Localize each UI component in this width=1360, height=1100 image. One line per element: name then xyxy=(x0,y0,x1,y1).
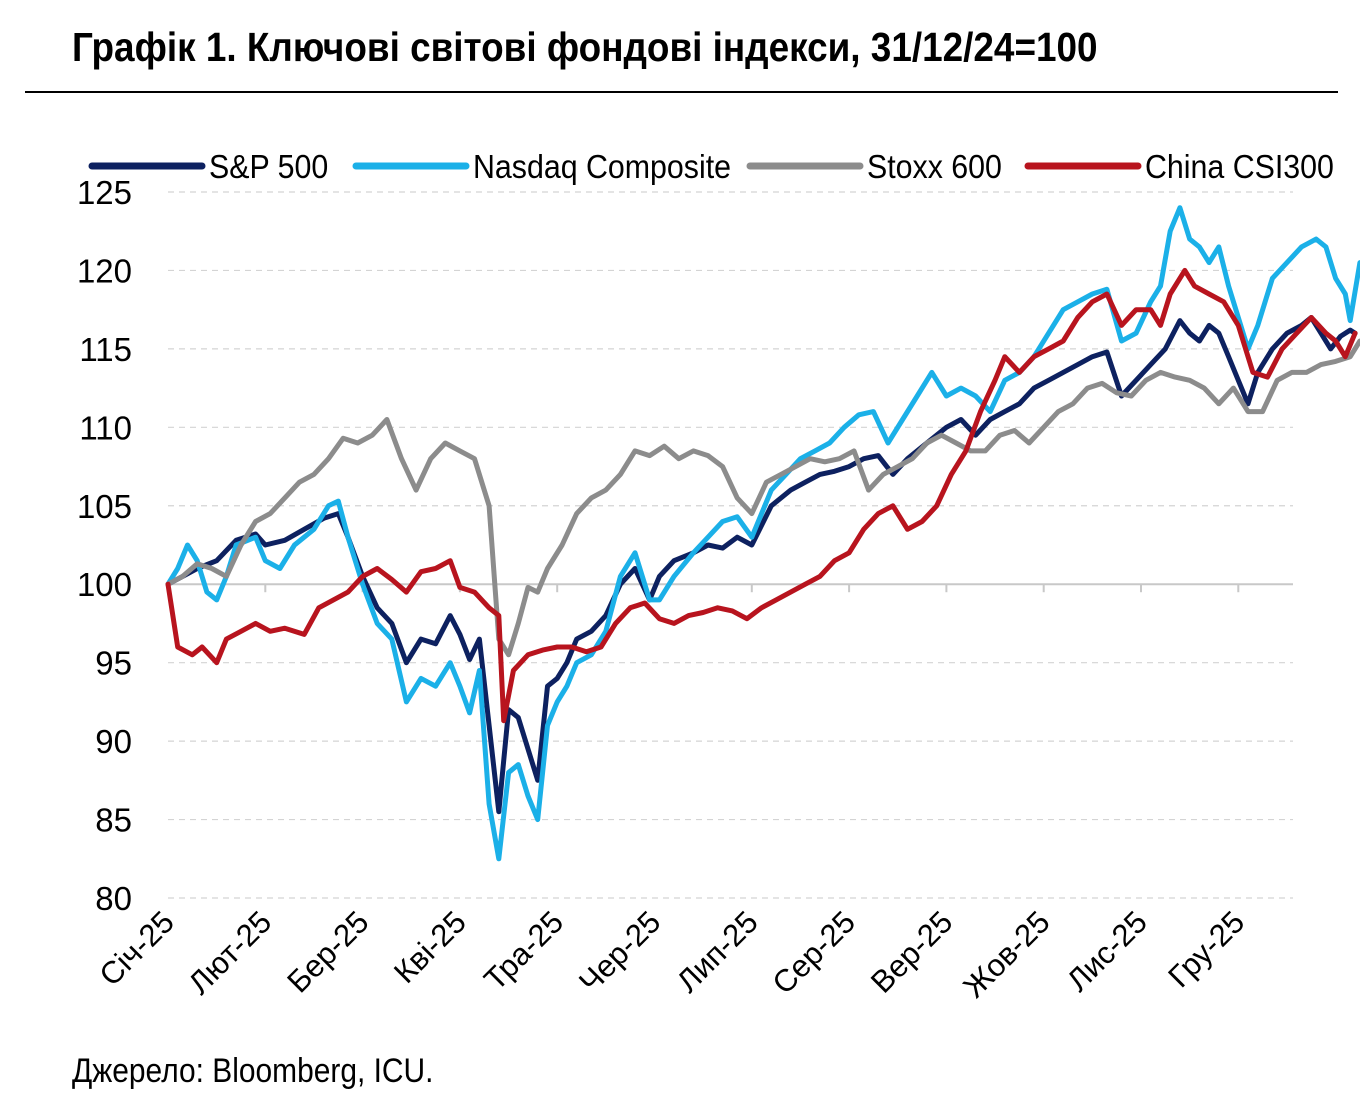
x-tick-label: Лип-25 xyxy=(670,904,765,999)
x-tick-label: Сер-25 xyxy=(765,904,862,1001)
y-tick-label: 125 xyxy=(77,174,132,211)
title-divider xyxy=(25,91,1338,93)
legend-label: China CSI300 xyxy=(1145,148,1334,185)
legend-label: S&P 500 xyxy=(209,148,328,185)
gridlines xyxy=(168,191,1293,899)
x-tick-label: Лют-25 xyxy=(181,904,278,1001)
x-tick-label: Кві-25 xyxy=(387,904,473,990)
y-tick-label: 115 xyxy=(79,331,132,368)
series-lines xyxy=(165,205,1360,862)
y-tick-label: 110 xyxy=(79,409,132,446)
legend-label: Nasdaq Composite xyxy=(473,148,731,185)
x-tick-label: Січ-25 xyxy=(92,904,181,993)
y-tick-label: 80 xyxy=(95,880,132,917)
x-tick-label: Вер-25 xyxy=(864,904,959,999)
y-tick-label: 120 xyxy=(77,252,132,289)
y-tick-label: 90 xyxy=(95,723,132,760)
x-tick-label: Чер-25 xyxy=(572,904,667,999)
series-line-2 xyxy=(165,338,1360,658)
y-tick-label: 100 xyxy=(77,566,132,603)
series-line-1 xyxy=(165,205,1360,862)
series-line-0 xyxy=(165,315,1358,815)
y-tick-label: 105 xyxy=(77,488,132,525)
legend-label: Stoxx 600 xyxy=(867,148,1002,185)
y-tick-label: 95 xyxy=(95,645,132,682)
x-tick-label: Бер-25 xyxy=(280,904,375,999)
chart-source-note: Джерело: Bloomberg, ICU. xyxy=(72,1052,434,1090)
x-tick-label: Тра-25 xyxy=(477,904,570,997)
legend: S&P 500 Nasdaq Composite Stoxx 600 China CS… xyxy=(88,148,1334,185)
chart-title: Графік 1. Ключові світові фондові індекс… xyxy=(72,24,1098,70)
x-tick-label: Жов-25 xyxy=(956,904,1056,1004)
y-tick-label: 85 xyxy=(95,802,132,839)
x-tick-label: Лис-25 xyxy=(1060,904,1154,998)
x-tick-label: Гру-25 xyxy=(1161,904,1251,994)
series-line-3 xyxy=(165,267,1358,724)
